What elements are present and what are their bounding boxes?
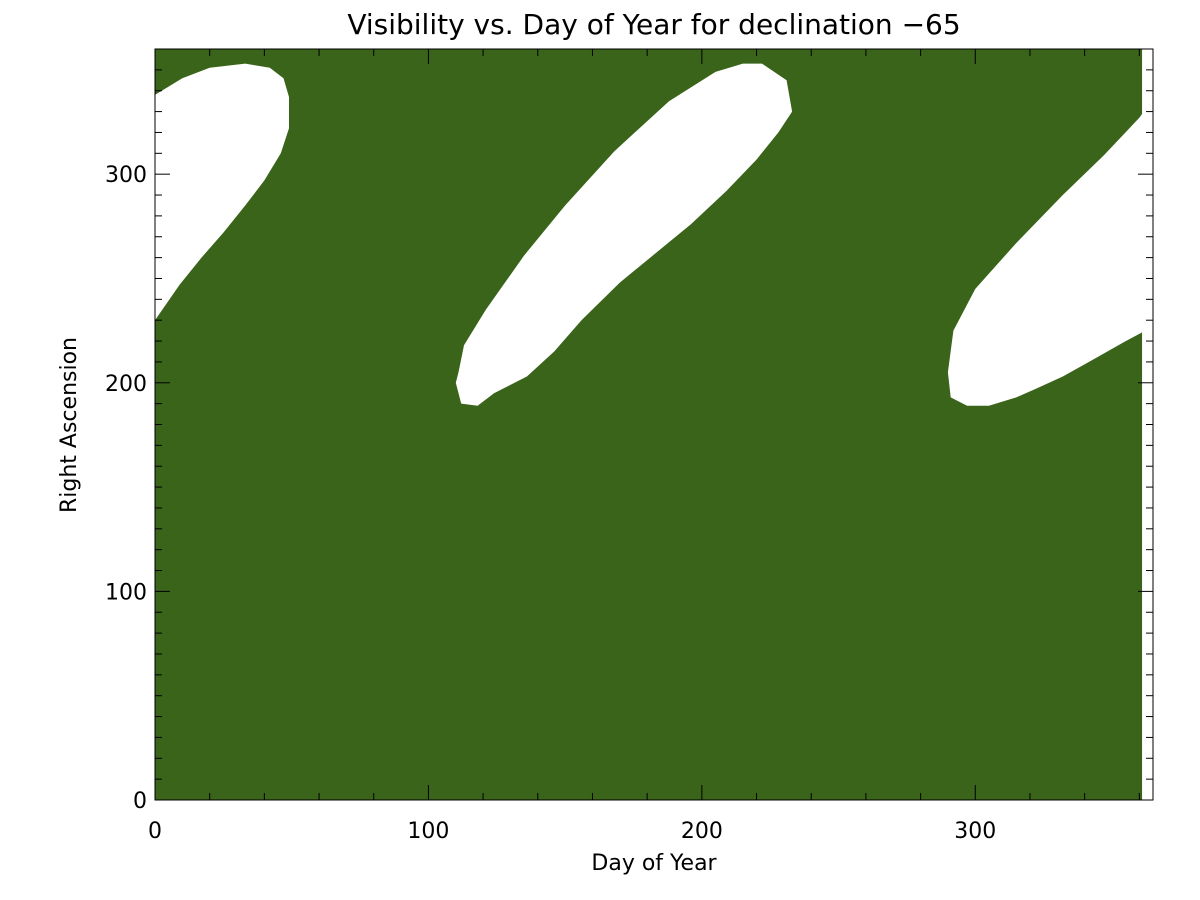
invisible-region-1 — [155, 63, 289, 321]
x-tick-label: 0 — [148, 819, 162, 844]
x-tick-label: 200 — [681, 819, 723, 844]
chart-title: Visibility vs. Day of Year for declinati… — [347, 8, 960, 41]
y-tick-label: 0 — [133, 789, 147, 814]
y-tick-label: 300 — [105, 163, 147, 188]
x-tick-label: 300 — [954, 819, 996, 844]
x-tick-label: 100 — [407, 819, 449, 844]
y-tick-label: 200 — [105, 372, 147, 397]
y-axis-label: Right Ascension — [57, 337, 82, 513]
invisible-region-2 — [455, 63, 793, 406]
axes: 0 100 200 300 0 100 200 300 — [105, 48, 1154, 844]
y-tick-label: 100 — [105, 580, 147, 605]
invisible-region-3 — [947, 99, 1153, 406]
x-axis-label: Day of Year — [591, 851, 717, 876]
plot-area — [155, 49, 1153, 800]
